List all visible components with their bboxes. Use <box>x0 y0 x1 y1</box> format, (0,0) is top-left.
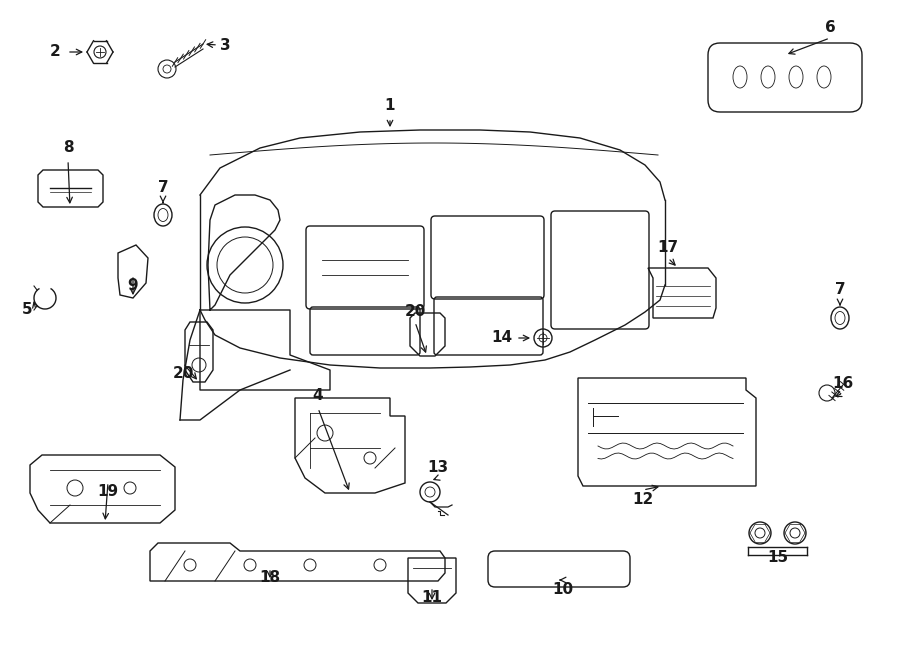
Text: 20: 20 <box>172 366 194 381</box>
Text: 4: 4 <box>312 387 323 403</box>
Text: 17: 17 <box>657 241 679 256</box>
Text: 2: 2 <box>50 44 60 59</box>
Text: 20: 20 <box>404 305 426 319</box>
Text: 1: 1 <box>385 98 395 112</box>
Text: 8: 8 <box>63 141 73 155</box>
Text: 11: 11 <box>421 590 443 605</box>
Text: 18: 18 <box>259 570 281 586</box>
Text: 5: 5 <box>22 303 32 317</box>
Text: 7: 7 <box>834 282 845 297</box>
Text: 14: 14 <box>491 330 513 346</box>
Text: 16: 16 <box>832 375 853 391</box>
Text: 19: 19 <box>97 485 119 500</box>
Text: 10: 10 <box>553 582 573 598</box>
Text: 9: 9 <box>128 278 139 293</box>
Text: 13: 13 <box>428 461 448 475</box>
Text: 3: 3 <box>220 38 230 52</box>
Text: 7: 7 <box>158 180 168 196</box>
Text: 6: 6 <box>824 20 835 36</box>
Text: 15: 15 <box>768 551 788 566</box>
Text: 12: 12 <box>633 492 653 508</box>
